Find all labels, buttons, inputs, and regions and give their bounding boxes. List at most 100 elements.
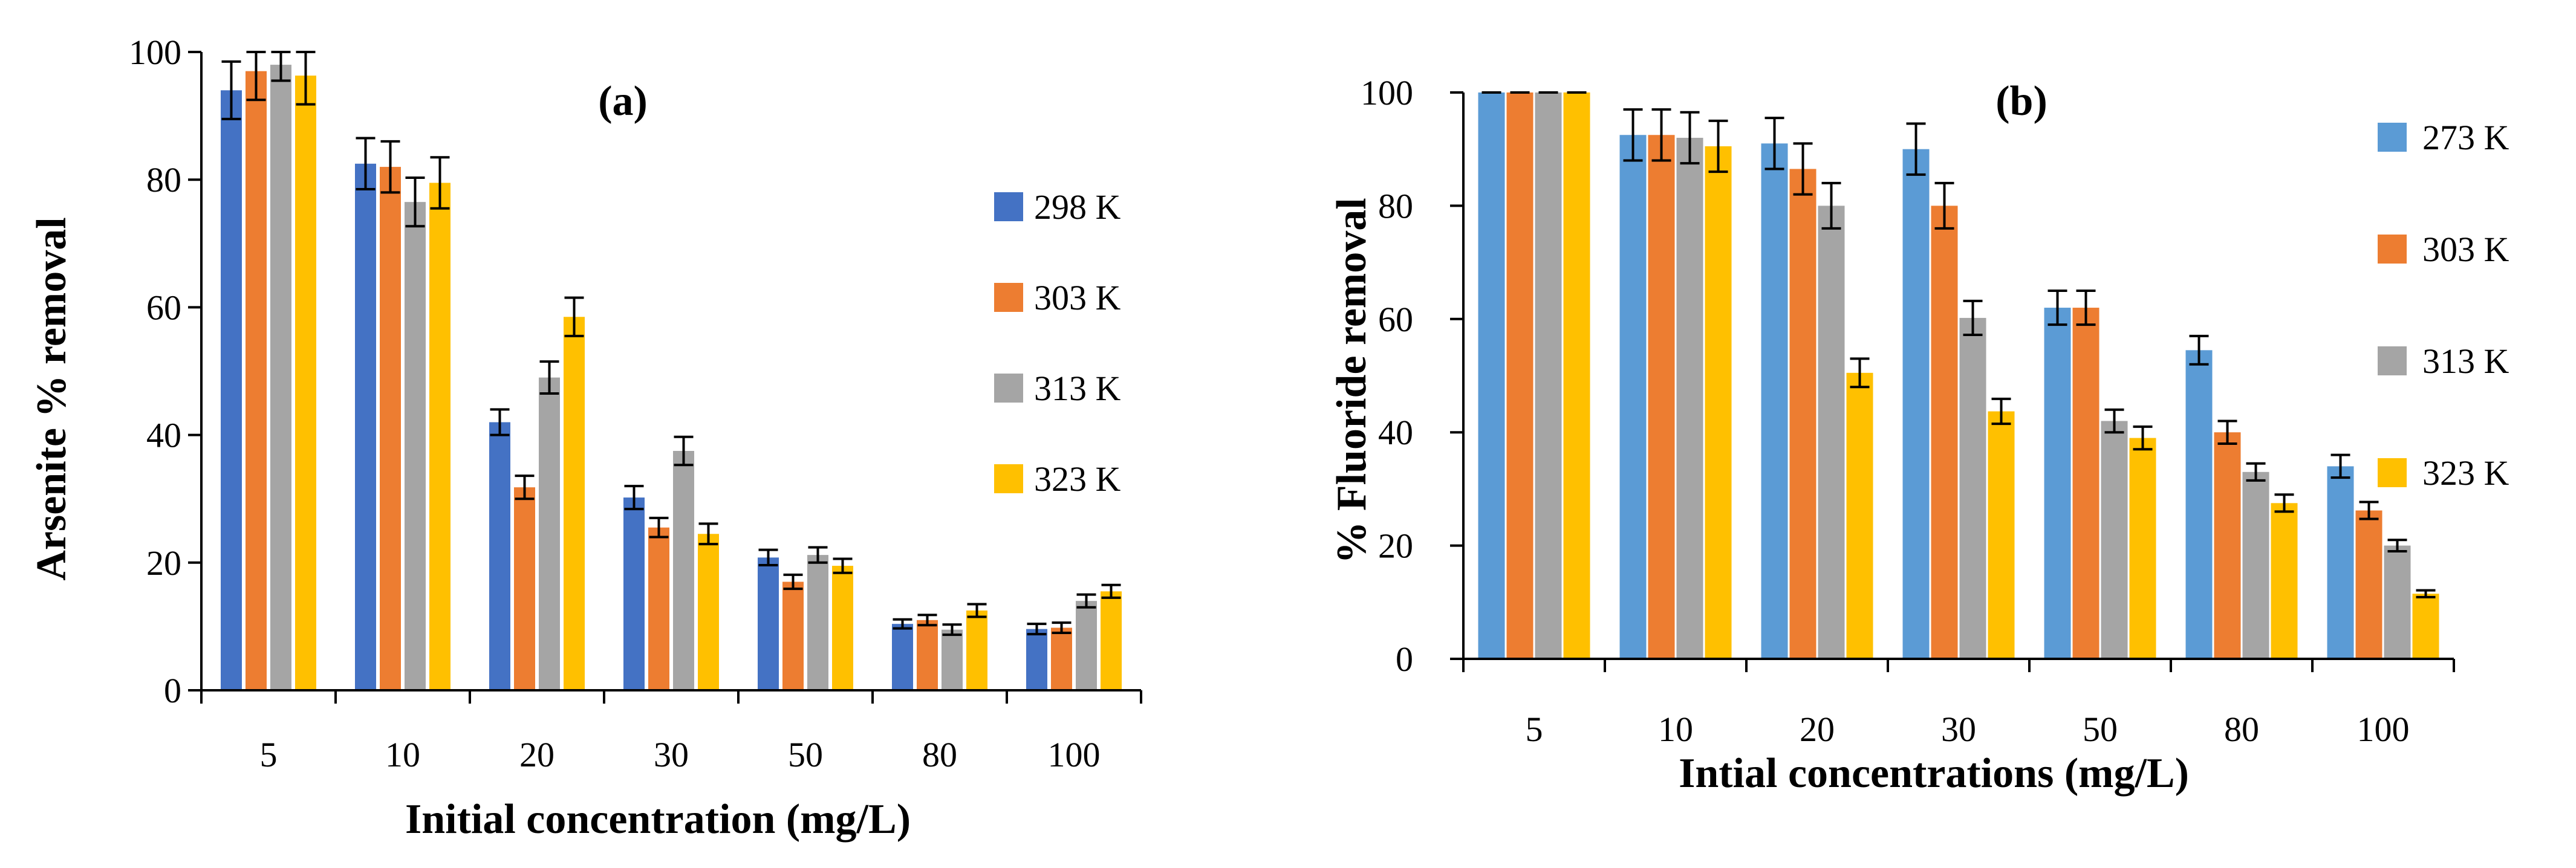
legend-label: 303 K <box>1034 278 1121 317</box>
error-bar-b-313k-10 <box>1680 111 1700 165</box>
legend-label: 273 K <box>2422 118 2509 157</box>
axes-b <box>1450 91 2455 672</box>
error-bar-a-323k-5 <box>296 51 316 106</box>
error-bar-a-298k-20 <box>490 408 510 436</box>
x-ticks-a: 5 10 20 30 50 80 100 <box>260 735 1101 774</box>
bar-b-273k-5 <box>1478 92 1505 659</box>
bar-b-313k-100 <box>2384 545 2411 659</box>
error-bar-b-273k-30 <box>1906 122 1926 176</box>
x-tick-label-b-100: 100 <box>2357 710 2410 749</box>
bar-b-323k-10 <box>1705 146 1732 659</box>
y-axis-title-b: % Fluoride removal <box>1329 198 1375 563</box>
bar-a-313k-10 <box>405 202 426 690</box>
bar-b-273k-80 <box>2185 350 2213 659</box>
error-bar-a-313k-100 <box>1076 593 1096 609</box>
error-bar-b-323k-30 <box>1991 397 2011 426</box>
bar-a-323k-80 <box>966 611 987 690</box>
error-bar-a-298k-5 <box>221 60 241 120</box>
error-bar-a-313k-5 <box>271 51 291 82</box>
x-tick-label-b-20: 20 <box>1800 710 1835 749</box>
bar-group-b <box>1478 92 2439 659</box>
axes-a <box>188 51 1142 704</box>
bar-b-313k-20 <box>1818 206 1845 659</box>
bar-b-303k-30 <box>1931 206 1958 659</box>
legend-label: 298 K <box>1034 187 1121 227</box>
bar-a-323k-10 <box>429 183 450 691</box>
error-bar-a-298k-80 <box>893 618 912 630</box>
x-ticks-b: 5 10 20 30 50 80 100 <box>1526 710 2410 749</box>
bar-a-303k-80 <box>917 620 938 690</box>
bar-a-303k-10 <box>380 167 401 691</box>
chart-panel-a: 0 20 40 60 80 100 5 10 20 30 50 80 100 (a) Initial … <box>28 33 1142 843</box>
bar-b-273k-30 <box>1902 149 1930 659</box>
error-bar-b-303k-10 <box>1651 108 1671 162</box>
bar-a-298k-20 <box>489 422 510 690</box>
bar-b-323k-50 <box>2129 438 2156 659</box>
error-bar-b-313k-20 <box>1821 181 1841 230</box>
bar-a-303k-100 <box>1051 627 1072 690</box>
legend-swatch <box>2378 346 2407 375</box>
error-bar-b-273k-10 <box>1623 108 1643 162</box>
bar-b-323k-20 <box>1846 372 1873 659</box>
bar-a-298k-50 <box>758 557 779 690</box>
error-bar-b-303k-80 <box>2217 419 2237 445</box>
error-bar-a-303k-50 <box>783 573 803 591</box>
y-ticks-a: 0 20 40 60 80 100 <box>129 33 181 710</box>
bar-a-303k-20 <box>514 487 535 690</box>
chart-panel-b: 0 20 40 60 80 100 5 10 20 30 50 80 100 (b) Intial c… <box>1329 73 2509 797</box>
bar-a-298k-80 <box>892 624 913 690</box>
legend-label: 313 K <box>2422 342 2509 381</box>
bar-b-273k-20 <box>1761 143 1788 659</box>
x-tick-label-a-100: 100 <box>1048 735 1101 774</box>
error-bar-b-303k-30 <box>1934 181 1954 230</box>
bar-b-303k-100 <box>2355 510 2382 659</box>
error-bar-a-323k-50 <box>833 557 853 574</box>
legend-item-b-303k: 303 K <box>2378 230 2509 269</box>
error-bar-b-273k-80 <box>2189 334 2209 366</box>
legend-a: 298 K 303 K 313 K 323 K <box>994 187 1121 499</box>
error-bar-a-303k-30 <box>649 516 669 539</box>
y-axis-title-a: Arsenite % removal <box>28 217 75 580</box>
legend-item-b-313k: 313 K <box>2378 342 2509 381</box>
error-bar-b-303k-100 <box>2359 500 2379 520</box>
bar-b-303k-5 <box>1506 92 1534 659</box>
error-bar-a-298k-10 <box>356 137 376 191</box>
y-tick-label-a-40: 40 <box>146 416 181 455</box>
error-bar-b-323k-80 <box>2274 493 2294 513</box>
legend-swatch <box>994 464 1023 493</box>
error-bar-b-323k-100 <box>2416 589 2436 598</box>
bar-a-303k-30 <box>648 527 669 690</box>
error-bar-b-323k-50 <box>2133 425 2153 451</box>
x-tick-label-a-50: 50 <box>788 735 823 774</box>
x-tick-label-a-80: 80 <box>922 735 957 774</box>
legend-label: 323 K <box>1034 459 1121 499</box>
legend-swatch <box>2378 235 2407 264</box>
legend-item-b-273k: 273 K <box>2378 118 2509 157</box>
legend-item-b-323k: 323 K <box>2378 453 2509 493</box>
error-bar-b-273k-20 <box>1764 117 1784 170</box>
bar-b-303k-10 <box>1648 135 1675 659</box>
x-tick-label-a-30: 30 <box>654 735 689 774</box>
x-tick-label-b-80: 80 <box>2224 710 2259 749</box>
y-tick-label-b-40: 40 <box>1378 413 1413 452</box>
error-bar-a-303k-100 <box>1052 621 1072 634</box>
legend-b: 273 K 303 K 313 K 323 K <box>2378 118 2509 493</box>
bar-a-298k-100 <box>1026 629 1047 690</box>
y-tick-label-a-0: 0 <box>164 671 181 710</box>
panel-label-a: (a) <box>598 78 648 125</box>
bar-b-323k-30 <box>1988 411 2015 659</box>
error-bar-b-303k-50 <box>2076 289 2096 326</box>
error-bar-a-303k-10 <box>380 140 400 194</box>
error-bar-a-313k-50 <box>808 546 828 564</box>
bar-b-303k-80 <box>2214 432 2241 659</box>
y-tick-label-b-20: 20 <box>1378 526 1413 566</box>
legend-item-a-298k: 298 K <box>994 187 1121 227</box>
legend-item-a-313k: 313 K <box>994 369 1121 408</box>
legend-swatch <box>2378 458 2407 487</box>
y-tick-label-a-100: 100 <box>129 33 181 72</box>
legend-swatch <box>994 283 1023 312</box>
legend-swatch <box>2378 123 2407 152</box>
error-bar-a-298k-30 <box>624 485 644 511</box>
bar-a-313k-50 <box>807 555 828 690</box>
bar-group-a <box>221 65 1122 691</box>
